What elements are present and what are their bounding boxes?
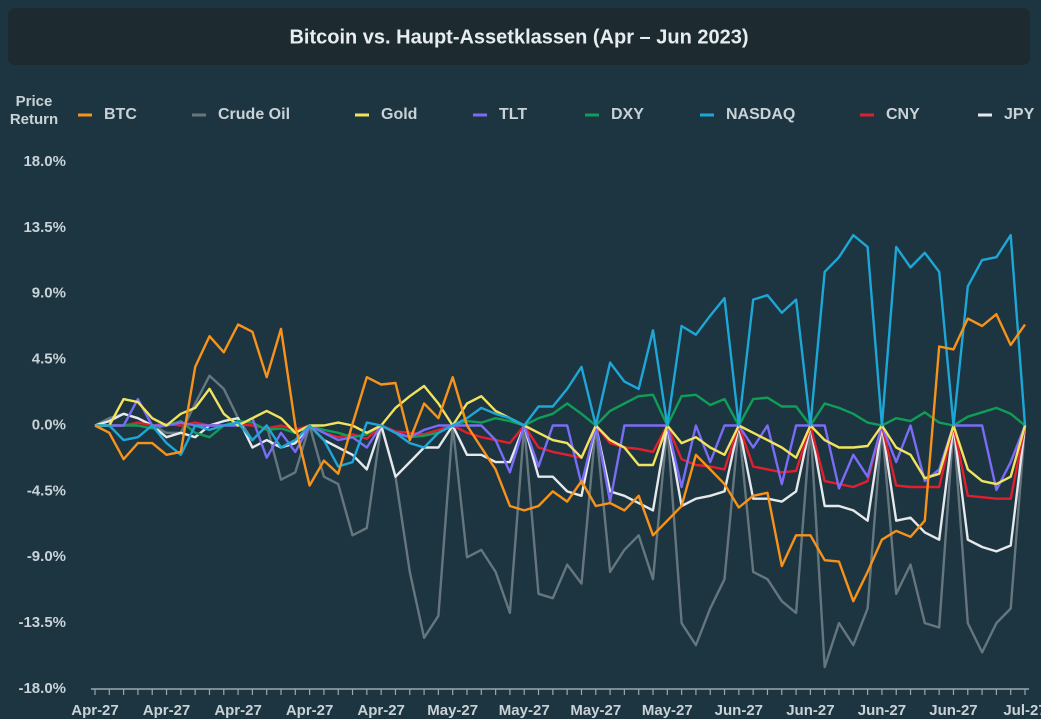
legend-label: JPY [1004,106,1035,123]
legend-label: BTC [104,106,137,123]
x-tick-label: Jun-27 [786,702,834,719]
x-tick-label: Apr-27 [357,702,405,719]
x-tick-label: Apr-27 [286,702,334,719]
series-line [95,384,1027,486]
y-axis-title: Return [10,111,58,128]
legend-label: Gold [381,106,417,123]
y-tick-label: 4.5% [32,351,66,368]
x-tick-label: Jun-27 [929,702,977,719]
x-tick-label: Jul-27 [1003,702,1041,719]
y-tick-label: -18.0% [18,680,66,697]
legend-label: DXY [611,106,644,123]
y-tick-label: 13.5% [23,219,66,236]
y-tick-label: -9.0% [27,548,66,565]
y-tick-label: -13.5% [18,614,66,631]
legend-label: CNY [886,106,920,123]
x-tick-label: Jun-27 [715,702,763,719]
x-tick-label: Apr-27 [214,702,262,719]
y-tick-label: 0.0% [32,416,66,433]
y-tick-label: -4.5% [27,482,66,499]
series-line [94,313,1026,603]
chart-title: Bitcoin vs. Haupt-Assetklassen (Apr – Ju… [289,26,748,48]
x-tick-label: Jun-27 [858,702,906,719]
y-tick-label: 9.0% [32,285,66,302]
series-line [94,412,1027,553]
x-tick-label: May-27 [570,702,621,719]
title-box [8,8,1030,65]
legend-label: NASDAQ [726,106,795,123]
x-tick-label: May-27 [642,702,693,719]
y-axis-title: Price [16,93,53,110]
series-line [95,234,1027,468]
y-tick-label: 18.0% [23,153,66,170]
x-tick-label: May-27 [427,702,478,719]
legend-label: TLT [499,106,527,123]
legend-label: Crude Oil [218,106,290,123]
x-tick-label: Apr-27 [143,702,191,719]
x-tick-label: Apr-27 [71,702,119,719]
x-tick-label: May-27 [499,702,550,719]
series-line [95,393,1026,439]
